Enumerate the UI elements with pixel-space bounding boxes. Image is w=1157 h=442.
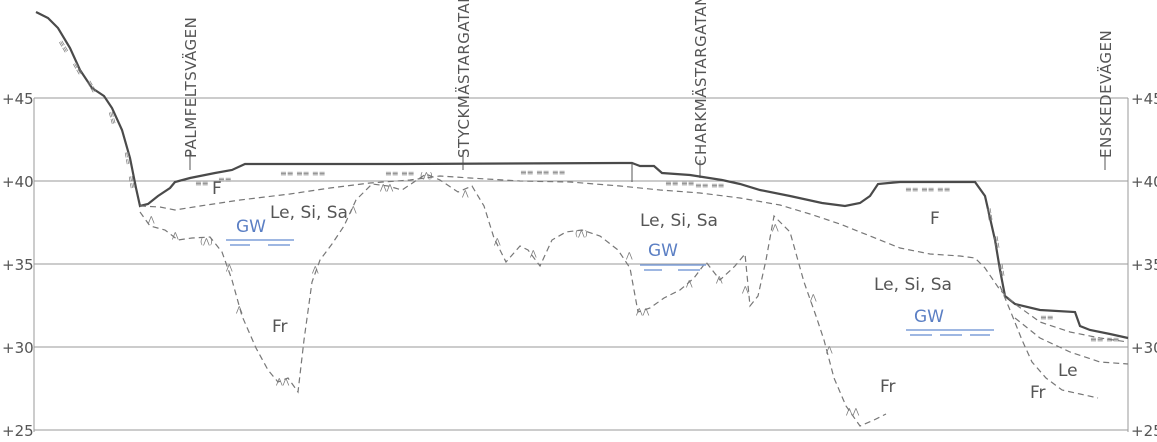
svg-text:⋀: ⋀ [809,293,817,302]
svg-text:≡≡: ≡≡ [106,110,118,125]
groundwater-label: GW [648,241,678,261]
svg-text:(⋀): (⋀) [575,229,588,238]
elevation-label-right: +40 [1131,173,1157,191]
lower-boundary-right [999,285,1099,399]
fill-label: F [212,179,222,199]
svg-text:≡≡: ≡≡ [126,175,137,190]
svg-text:≡≡: ≡≡ [984,207,995,222]
svg-text:≡≡: ≡≡ [1040,313,1053,322]
svg-text:⋀: ⋀ [235,305,243,314]
street-charkmastargatan: CHARKMÄSTARGATAN [691,0,710,178]
le-layer-boundary [1014,317,1129,365]
street-palmfeltsvagen: PALMFELTSVÄGEN [181,17,200,170]
friction-soil-label: Fr [880,377,896,397]
svg-text:≡≡ ≡≡: ≡≡ ≡≡ [385,169,414,178]
svg-text:≡≡ ≡≡: ≡≡ ≡≡ [695,181,724,190]
street-label: STYCKMÄSTARGATAN [454,0,473,158]
svg-text:≡≡ ≡≡ ≡≡: ≡≡ ≡≡ ≡≡ [905,185,950,194]
svg-text:⋀: ⋀ [715,275,723,284]
ground-surface-line [35,11,1129,340]
fill-clay-boundary-line [139,175,1129,343]
fill-hatching: ≡≡ ≡≡ ≡≡ ≡≡ ≡≡ ≡≡ ≡≡ ≡≡ ≡≡ ≡≡ ≡≡ ≡≡ ≡≡ ≡… [56,39,1119,345]
elevation-label-left: +45 [2,90,34,108]
groundwater-marker-right [906,329,994,336]
svg-text:⋀: ⋀ [461,189,469,198]
svg-text:≡≡: ≡≡ [195,179,208,188]
street-enskedevagen: ENSKEDEVÄGEN [1096,30,1115,170]
clay-silt-sand-label: Le, Si, Sa [640,211,718,231]
friction-soil-label: Fr [272,317,288,337]
svg-text:⋀: ⋀ [349,205,357,214]
svg-text:(⋀): (⋀) [200,237,213,246]
svg-text:⋀: ⋀ [685,279,693,288]
svg-text:⋀: ⋀ [771,223,779,232]
svg-text:≡≡ ≡≡ ≡≡: ≡≡ ≡≡ ≡≡ [520,168,565,177]
svg-text:⋀: ⋀ [625,251,633,260]
svg-text:⋀: ⋀ [171,231,179,240]
svg-text:⋀⋀: ⋀⋀ [379,183,394,192]
svg-text:⋀: ⋀ [311,265,319,274]
elevation-label-left: +40 [2,173,34,191]
svg-text:≡≡: ≡≡ [996,263,1007,278]
clay-silt-sand-label: Le, Si, Sa [874,275,952,295]
groundwater-label: GW [236,217,266,237]
svg-text:⋀⋀: ⋀⋀ [275,377,290,386]
svg-text:⋀: ⋀ [147,215,155,224]
svg-text:≡≡: ≡≡ [991,235,1002,250]
svg-text:⋀: ⋀ [493,237,501,246]
elevation-label-left: +25 [2,422,34,440]
svg-text:⋀: ⋀ [225,263,233,272]
elevation-label-right: +25 [1131,422,1157,440]
svg-text:≡≡: ≡≡ [122,151,133,166]
elevation-label-left: +30 [2,339,34,357]
svg-text:⋀⋀: ⋀⋀ [635,307,650,316]
elevation-label-right: +30 [1131,339,1157,357]
clay-label: Le [1058,361,1078,381]
elevation-label-left: +35 [2,256,34,274]
groundwater-label: GW [914,307,944,327]
svg-text:≡≡ ≡≡ ≡≡: ≡≡ ≡≡ ≡≡ [280,169,325,178]
svg-text:≡≡ ≡≡: ≡≡ ≡≡ [665,179,694,188]
fill-label: F [930,209,940,229]
street-label: PALMFELTSVÄGEN [181,17,200,158]
svg-text:⋀: ⋀ [529,249,537,258]
svg-text:≡≡: ≡≡ [218,175,231,184]
clay-friction-boundary-line [139,173,887,427]
svg-text:≡≡ ≡≡: ≡≡ ≡≡ [1090,335,1119,344]
elevation-label-right: +45 [1131,90,1157,108]
svg-text:⋀: ⋀ [825,345,833,354]
clay-silt-sand-label: Le, Si, Sa [270,203,348,223]
friction-soil-marks: ⋀ ⋀ (⋀) ⋀ ⋀ ⋀⋀ ⋀ ⋀ ⋀⋀ (⋀) ⋀ ⋀ ⋀ (⋀) ⋀ ⋀⋀… [147,171,860,416]
svg-text:(⋀): (⋀) [420,171,433,180]
friction-soil-label: Fr [1030,383,1046,403]
street-label: ENSKEDEVÄGEN [1096,30,1115,158]
groundwater-marker-middle [640,264,706,271]
elevation-label-right: +35 [1131,256,1157,274]
svg-text:⋀: ⋀ [741,285,749,294]
street-styckmastargatan: STYCKMÄSTARGATAN [454,0,473,170]
groundwater-marker-left [226,239,294,246]
svg-text:≡≡: ≡≡ [56,39,70,55]
street-label: CHARKMÄSTARGATAN [691,0,710,166]
svg-text:⋀⋀: ⋀⋀ [845,407,860,416]
